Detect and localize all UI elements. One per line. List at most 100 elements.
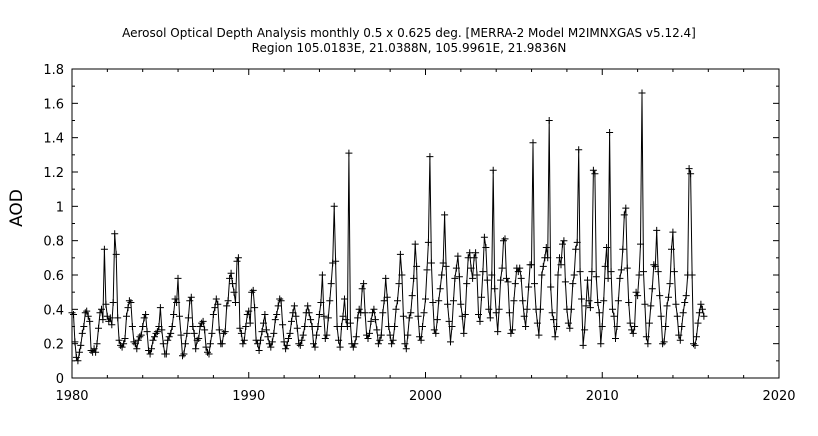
data-point [206, 340, 214, 348]
data-point [386, 331, 394, 339]
data-point [196, 323, 204, 330]
data-point [236, 324, 244, 332]
x-tick-label: 1980 [55, 389, 88, 404]
chart-title: Aerosol Optical Depth Analysis monthly 0… [122, 26, 696, 40]
data-point [663, 302, 671, 310]
data-point [224, 297, 232, 305]
data-point [570, 271, 578, 279]
data-point [424, 238, 432, 246]
data-point [438, 271, 446, 279]
data-point [586, 304, 594, 312]
data-point [86, 317, 94, 325]
data-point [211, 304, 219, 312]
data-point [370, 305, 378, 313]
data-point [529, 139, 537, 147]
data-point [405, 314, 413, 322]
data-point [364, 335, 372, 342]
data-point [436, 285, 444, 293]
data-point [505, 309, 513, 317]
data-point [672, 300, 680, 308]
data-point [289, 309, 297, 317]
data-point [296, 341, 304, 349]
data-point [352, 333, 360, 341]
data-point [251, 304, 259, 312]
data-point [262, 326, 270, 334]
data-point [632, 288, 640, 296]
data-point [261, 311, 269, 318]
data-point [308, 323, 316, 330]
data-point [152, 329, 160, 337]
data-point [516, 264, 524, 272]
data-point [556, 254, 563, 262]
data-point [237, 329, 245, 337]
data-point [346, 319, 354, 327]
data-point [491, 285, 499, 293]
data-point [564, 319, 572, 327]
data-point [508, 326, 516, 334]
data-point [195, 335, 203, 342]
data-point [371, 316, 379, 324]
data-point [202, 343, 210, 351]
data-point [648, 285, 656, 293]
data-point [293, 324, 301, 332]
data-point [286, 329, 294, 337]
data-point [249, 286, 257, 294]
data-point [623, 264, 631, 272]
data-point [245, 307, 253, 315]
data-point [401, 340, 409, 348]
data-point [426, 153, 434, 161]
data-point [613, 323, 621, 330]
data-point [607, 268, 615, 276]
data-point [367, 317, 375, 325]
data-point [407, 309, 415, 317]
y-tick-label: 0.8 [43, 235, 64, 250]
data-point [557, 261, 565, 269]
data-point [358, 285, 366, 293]
data-point [170, 311, 178, 318]
data-point [187, 293, 195, 301]
data-point [670, 268, 678, 276]
data-point [690, 340, 697, 348]
data-point [451, 274, 459, 282]
data-point [640, 268, 647, 276]
data-point [559, 240, 566, 248]
data-point [145, 347, 153, 354]
y-tick-label: 0.2 [43, 338, 64, 353]
data-point [74, 357, 82, 365]
data-point [171, 295, 179, 303]
data-point [472, 249, 480, 257]
data-point [243, 311, 251, 318]
data-point [455, 273, 463, 281]
y-tick-label: 0.4 [43, 303, 64, 318]
data-point [483, 276, 491, 284]
data-point [93, 340, 101, 348]
data-point [504, 278, 512, 286]
data-point [343, 323, 351, 330]
data-point [698, 305, 706, 313]
data-point [363, 331, 371, 339]
data-point [100, 245, 108, 253]
data-point [176, 312, 183, 320]
data-point [675, 331, 683, 339]
data-point [78, 329, 86, 337]
data-point [507, 329, 515, 337]
data-point [464, 254, 472, 262]
data-point [665, 293, 672, 301]
data-point [301, 323, 309, 330]
data-point [314, 323, 322, 330]
data-point [193, 336, 201, 344]
data-point [531, 280, 538, 288]
data-point [366, 329, 373, 337]
chart-subtitle: Region 105.0183E, 21.0388N, 105.9961E, 2… [251, 41, 567, 55]
data-point [209, 311, 217, 318]
data-point [277, 297, 285, 305]
data-point [140, 314, 148, 322]
data-point [136, 333, 144, 341]
y-tick-label: 0 [56, 372, 64, 387]
data-point [604, 274, 612, 282]
data-point [288, 317, 295, 325]
data-point [181, 340, 189, 348]
data-point [476, 317, 484, 325]
data-point [695, 309, 703, 317]
data-point [488, 271, 496, 279]
